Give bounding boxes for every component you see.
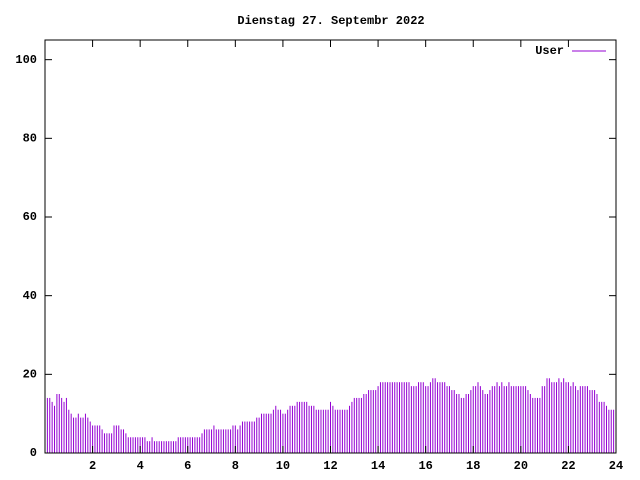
x-tick-label: 2 bbox=[89, 459, 96, 473]
x-tick-label: 22 bbox=[561, 459, 575, 473]
x-tick-label: 4 bbox=[137, 459, 144, 473]
y-tick-label: 60 bbox=[23, 210, 37, 224]
x-tick-label: 6 bbox=[184, 459, 191, 473]
x-tick-label: 16 bbox=[418, 459, 432, 473]
chart-title: Dienstag 27. Septembr 2022 bbox=[237, 14, 424, 28]
y-tick-label: 80 bbox=[23, 132, 37, 146]
y-tick-label: 100 bbox=[15, 53, 37, 67]
x-tick-label: 8 bbox=[232, 459, 239, 473]
x-tick-label: 24 bbox=[609, 459, 623, 473]
y-tick-label: 20 bbox=[23, 368, 37, 382]
x-tick-label: 18 bbox=[466, 459, 480, 473]
y-tick-label: 40 bbox=[23, 289, 37, 303]
y-tick-label: 0 bbox=[30, 446, 37, 460]
x-tick-label: 12 bbox=[323, 459, 337, 473]
x-tick-label: 14 bbox=[371, 459, 385, 473]
legend-label: User bbox=[535, 44, 564, 58]
x-tick-label: 20 bbox=[514, 459, 528, 473]
x-tick-label: 10 bbox=[276, 459, 290, 473]
